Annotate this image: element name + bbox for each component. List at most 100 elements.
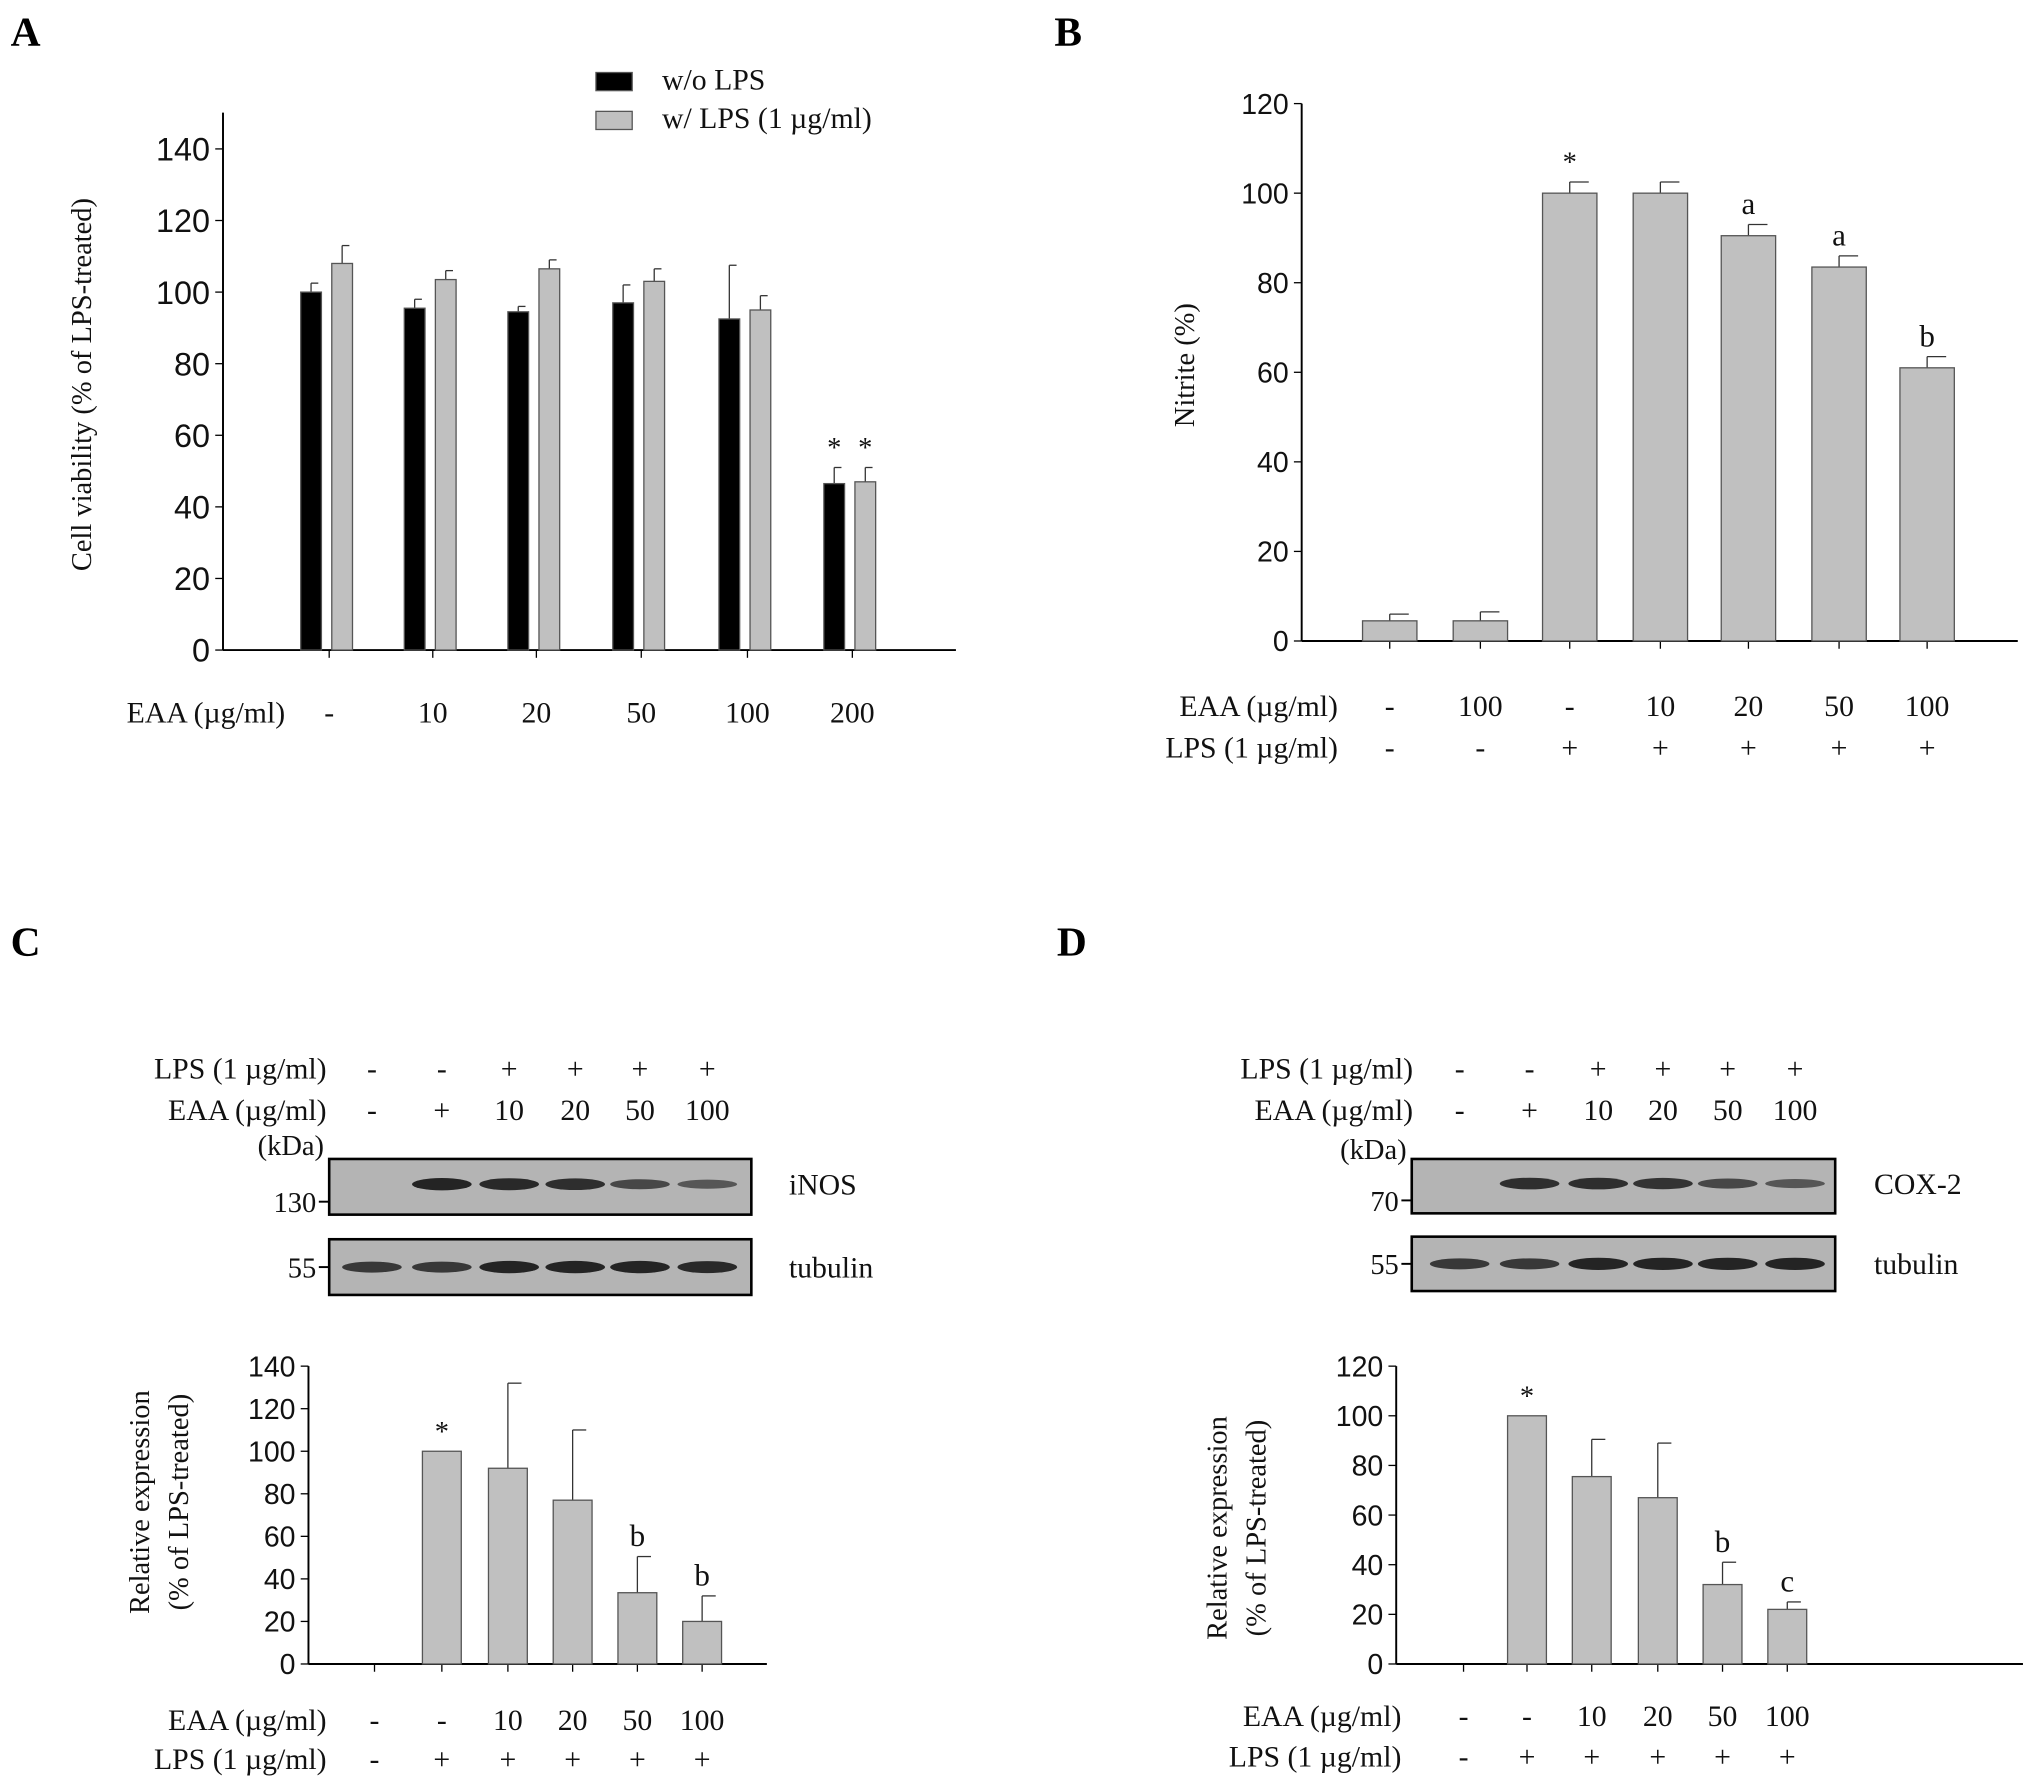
panel-a-legend-swatch xyxy=(595,110,633,131)
panel-d-blot-band xyxy=(1568,1177,1629,1190)
panel-b-y-tick-label: 0 xyxy=(1273,626,1289,658)
panel-c-y-tick-label: 80 xyxy=(264,1479,296,1511)
panel-c-category-label: - xyxy=(370,1743,380,1776)
panel-c-category-label: 100 xyxy=(680,1704,725,1737)
panel-d-bar xyxy=(1506,1415,1548,1665)
panel-a-significance-label: * xyxy=(827,433,841,464)
panel-d-y-tick-label: 80 xyxy=(1352,1451,1384,1483)
panel-c-category-label: - xyxy=(437,1704,447,1737)
panel-d-blot-lane-label: 100 xyxy=(1773,1094,1818,1127)
panel-d-blot-lane-label: + xyxy=(1590,1053,1607,1086)
panel-c-blot-lane-label: 20 xyxy=(560,1094,590,1127)
panel-d-protein-label: COX-2 xyxy=(1874,1168,1962,1201)
panel-d-blot-band xyxy=(1633,1177,1693,1190)
panel-letter-d: D xyxy=(1057,919,1087,965)
panel-letter-a: A xyxy=(11,8,41,54)
panel-a-bar xyxy=(507,311,530,651)
panel-b-category-label: - xyxy=(1565,690,1575,723)
panel-c-significance-label: b xyxy=(630,1518,646,1553)
panel-b-significance-label: a xyxy=(1742,186,1756,221)
panel-d-blot-lane-label: - xyxy=(1455,1094,1465,1127)
panel-d-category-label: 10 xyxy=(1577,1700,1607,1733)
panel-a-bar xyxy=(300,291,323,651)
panel-c-bar xyxy=(421,1450,462,1665)
panel-d-blot-band xyxy=(1633,1257,1693,1271)
panel-d-significance-label: * xyxy=(1520,1381,1534,1412)
panel-c-blot-lane-label: + xyxy=(501,1053,518,1086)
panel-d-kda-label: (kDa) xyxy=(1340,1135,1406,1166)
panel-d-blot-lane-label: - xyxy=(1455,1053,1465,1086)
panel-c-blot-lane-label: + xyxy=(699,1053,716,1086)
panel-b-significance-label: a xyxy=(1832,217,1846,252)
panel-d-y-tick-label: 60 xyxy=(1352,1500,1384,1532)
panel-a-bar xyxy=(403,307,426,651)
panel-d-category-label: - xyxy=(1459,1740,1469,1773)
panel-b-bar xyxy=(1632,192,1689,642)
panel-a-category-label: 10 xyxy=(418,697,448,730)
panel-b-category-label: + xyxy=(1740,732,1757,765)
panel-c-y-axis-label: Relative expression xyxy=(125,1390,156,1614)
panel-b-category-label: 50 xyxy=(1824,690,1854,723)
panel-c-blot-lane-label: - xyxy=(437,1053,447,1086)
panel-b-y-tick-label: 80 xyxy=(1257,268,1289,300)
panel-a-category-label: 20 xyxy=(521,697,551,730)
panel-c-blot-lane-label: 50 xyxy=(625,1094,655,1127)
panel-a-legend-label: w/ LPS (1 µg/ml) xyxy=(662,102,872,135)
panel-a-category-label: 100 xyxy=(725,697,770,730)
panel-d-category-label: 50 xyxy=(1708,1700,1738,1733)
panel-c-blot-band xyxy=(545,1178,606,1191)
panel-a-significance-label: * xyxy=(858,433,872,464)
panel-d-bar xyxy=(1637,1497,1678,1665)
panel-c-category-label: + xyxy=(433,1743,450,1776)
panel-d-row-label: LPS (1 µg/ml) xyxy=(1229,1740,1402,1773)
panel-a-y-tick-label: 80 xyxy=(174,346,210,382)
panel-b-bar xyxy=(1899,367,1955,642)
panel-b-category-label: 100 xyxy=(1905,690,1950,723)
panel-b-y-tick-label: 40 xyxy=(1257,447,1289,479)
panel-d-y-tick-label: 100 xyxy=(1336,1401,1384,1433)
panel-d-bar xyxy=(1571,1475,1612,1665)
panel-b-category-label: - xyxy=(1385,732,1395,765)
panel-a-y-tick-label: 140 xyxy=(156,132,210,168)
panel-c-significance-label: * xyxy=(435,1417,449,1448)
panel-a-category-label: 50 xyxy=(626,697,656,730)
panel-a-legend-swatch xyxy=(595,71,633,92)
panel-b-category-label: 10 xyxy=(1645,690,1675,723)
panel-d-bar xyxy=(1702,1583,1743,1665)
panel-c-blot-lane-label: 10 xyxy=(494,1094,524,1127)
panel-c-y-tick-label: 100 xyxy=(248,1436,296,1468)
panel-b-category-label: + xyxy=(1561,732,1578,765)
panel-d-blot-band xyxy=(1697,1257,1758,1271)
panel-d-bar xyxy=(1767,1608,1808,1665)
panel-d-category-label: - xyxy=(1459,1700,1469,1733)
panel-b-bar xyxy=(1361,620,1418,642)
panel-d-significance-label: c xyxy=(1780,1564,1794,1599)
panel-d-category-label: + xyxy=(1649,1740,1666,1773)
panel-c-blot-lane-label: + xyxy=(433,1094,450,1127)
panel-d-category-label: + xyxy=(1583,1740,1600,1773)
panel-c-bar xyxy=(487,1467,528,1665)
panel-b-y-axis-label: Nitrite (%) xyxy=(1170,303,1201,427)
panel-c-y-tick-label: 120 xyxy=(248,1394,296,1426)
panel-d-blot-lane-label: 20 xyxy=(1648,1094,1678,1127)
panel-d-blot-lane-label: + xyxy=(1655,1053,1672,1086)
panel-c-y-tick-label: 40 xyxy=(264,1564,296,1596)
panel-c-blot-lane-label: + xyxy=(632,1053,649,1086)
panel-d-blot-band xyxy=(1429,1258,1490,1270)
panel-c-bar xyxy=(617,1592,658,1665)
panel-b-y-tick-label: 100 xyxy=(1241,178,1288,210)
panel-d-category-label: + xyxy=(1779,1740,1796,1773)
panel-b-y-tick-label: 60 xyxy=(1257,358,1289,390)
panel-c-category-label: + xyxy=(629,1743,646,1776)
panel-c-blot-lane-label: - xyxy=(367,1053,377,1086)
panel-b-category-label: 20 xyxy=(1734,690,1764,723)
panel-b-bar xyxy=(1720,235,1777,642)
panel-c-bar xyxy=(552,1499,593,1665)
panel-a-y-tick-label: 60 xyxy=(174,418,210,454)
panel-c-blot-band xyxy=(479,1260,539,1274)
panel-a-row-label: EAA (µg/ml) xyxy=(127,697,286,730)
panel-c-blot-band xyxy=(412,1178,472,1191)
panel-c-y-tick-label: 20 xyxy=(264,1607,296,1639)
panel-c-protein-label: tubulin xyxy=(789,1251,873,1284)
panel-c-y-tick-label: 60 xyxy=(264,1522,296,1554)
